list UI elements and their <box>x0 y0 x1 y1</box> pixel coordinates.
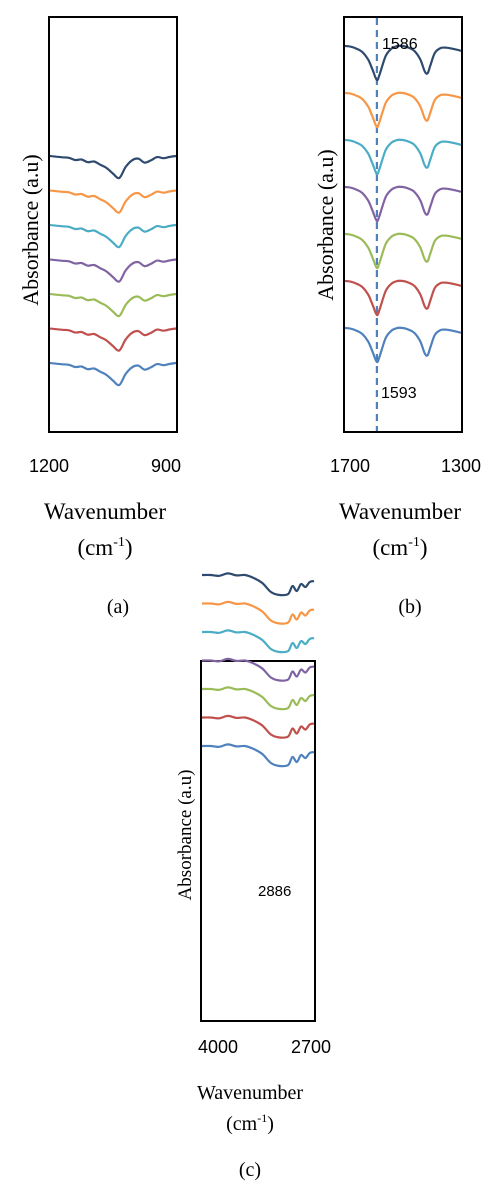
panel-c-annotation: 2886 <box>258 883 291 900</box>
panel-c-series-group <box>201 572 315 768</box>
panel-c-series-red <box>201 714 315 739</box>
panel-b-series-navy <box>344 44 462 82</box>
panel-a-xunit-open: (cm <box>77 535 113 560</box>
panel-a-series-blue <box>49 361 177 387</box>
panel-c-xunit-open: (cm <box>226 1113 258 1135</box>
panel-a-xunit-close: ) <box>125 535 133 560</box>
panel-c-series-blue <box>201 743 315 768</box>
panel-b-xtick-left: 1700 <box>330 456 370 476</box>
panel-b-series-blue <box>344 326 462 364</box>
panel-c-series-navy <box>201 572 315 597</box>
panel-a-ylabel: Absorbance (a.u) <box>18 154 43 306</box>
panel-b-series-red <box>344 279 462 317</box>
panel-b-xlabel: Wavenumber <box>339 499 461 524</box>
panel-b-series-cyan <box>344 138 462 176</box>
panel-c-xlabel: Wavenumber <box>197 1082 303 1104</box>
panel-a-xtick-right: 900 <box>151 456 181 476</box>
panel-b-xunit: (cm-1) <box>372 535 427 560</box>
panel-c-xunit-close: ) <box>267 1113 274 1135</box>
panel-a: Absorbance (a.u) 1200 900 Wavenumber (cm… <box>18 16 181 618</box>
panel-c-caption: (c) <box>239 1159 261 1181</box>
panel-a-series-purple <box>49 258 177 283</box>
panel-c-xtick-left: 4000 <box>198 1037 238 1057</box>
panel-a-plot-frame <box>48 16 178 433</box>
panel-a-series-green <box>49 292 177 318</box>
panel-b-annotation-top: 1586 <box>382 36 418 53</box>
panel-c-series-cyan <box>201 629 315 654</box>
panel-a-series-red <box>49 327 177 352</box>
panel-c-series-green <box>201 686 315 711</box>
panel-c-xtick-right: 2700 <box>291 1037 331 1057</box>
panel-c-ylabel: Absorbance (a.u) <box>175 770 196 901</box>
panel-a-xunit-sup: -1 <box>113 535 125 550</box>
panel-b-series-purple <box>344 185 462 223</box>
panel-b-series-group <box>344 44 462 364</box>
panel-c-series-purple <box>201 657 315 682</box>
panel-c-plot-frame <box>200 660 316 1022</box>
panel-b-xunit-sup: -1 <box>408 535 420 550</box>
panel-a-series-cyan <box>49 223 177 249</box>
panel-b-ylabel: Absorbance (a.u) <box>313 149 338 301</box>
panel-b-xunit-open: (cm <box>372 535 408 560</box>
panel-a-series-navy <box>49 154 177 180</box>
panel-b-series-green <box>344 232 462 270</box>
panel-b-xunit-close: ) <box>420 535 428 560</box>
panel-a-xunit: (cm-1) <box>77 535 132 560</box>
panel-b-annotation-bottom: 1593 <box>381 385 417 402</box>
panel-c: 2886 Absorbance (a.u) 4000 2700 Wavenumb… <box>175 572 331 1181</box>
panel-a-caption: (a) <box>107 596 129 618</box>
panel-b-plot-frame <box>343 16 463 433</box>
panel-c-xunit-sup: -1 <box>257 1111 267 1125</box>
panel-a-series-group <box>49 154 177 387</box>
panel-a-xlabel: Wavenumber <box>44 499 166 524</box>
panel-b-series-orange <box>344 91 462 129</box>
panel-b: 1586 1593 Absorbance (a.u) 1700 1300 Wav… <box>313 16 481 618</box>
panel-a-series-orange <box>49 189 177 214</box>
panel-c-series-orange <box>201 600 315 625</box>
panel-b-xtick-right: 1300 <box>441 456 481 476</box>
panel-b-caption: (b) <box>398 596 421 618</box>
panel-a-xtick-left: 1200 <box>29 456 69 476</box>
panel-c-xunit: (cm-1) <box>226 1111 274 1135</box>
